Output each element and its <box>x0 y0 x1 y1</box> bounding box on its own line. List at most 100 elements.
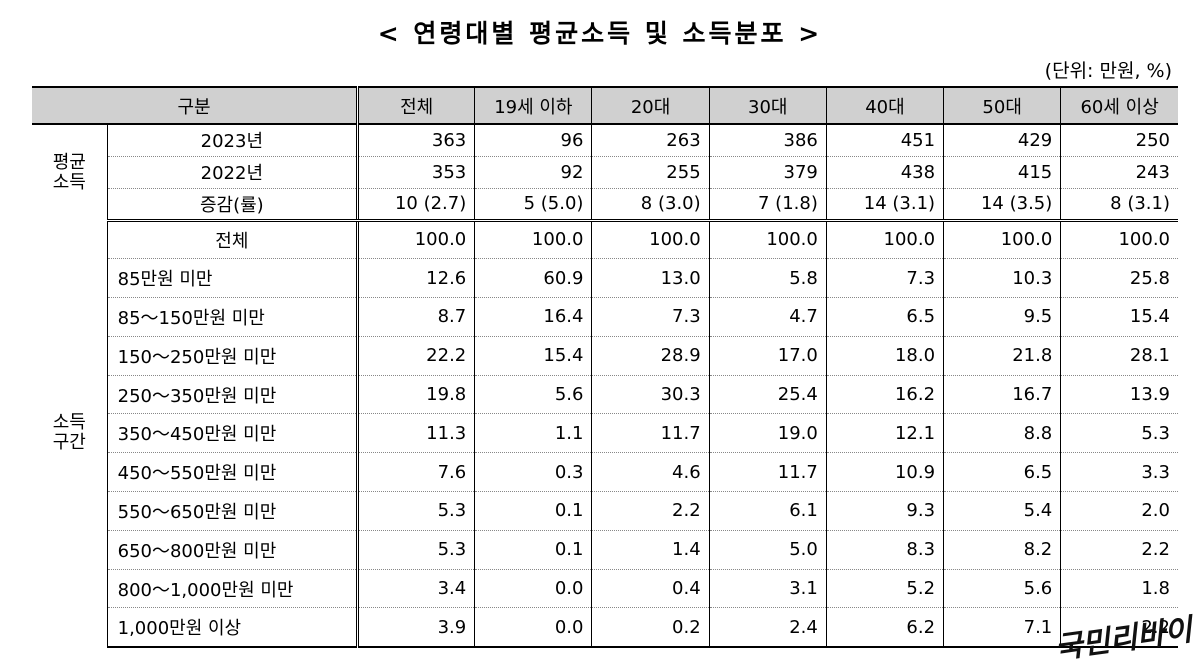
table-cell: 2.2 <box>591 491 710 531</box>
section-label-income: 평균 소득 <box>32 124 107 220</box>
table-cell: 19.8 <box>356 375 475 415</box>
table-cell: 451 <box>825 124 944 157</box>
table-cell: 22.2 <box>356 336 475 376</box>
distribution-section: 소득 구간 전체 100.0 100.0 100.0 100.0 100.0 100.0 100.… <box>32 220 1178 648</box>
table-cell: 100.0 <box>825 220 944 260</box>
table-cell: 10 (2.7) <box>356 188 475 222</box>
table-cell: 7.3 <box>591 297 710 337</box>
section-label-distribution-text: 소득 <box>52 412 86 434</box>
table-cell: 5.2 <box>825 569 944 609</box>
table-cell: 6.5 <box>825 297 944 337</box>
table-cell: 30.3 <box>591 375 710 415</box>
table-cell: 4.6 <box>591 452 710 493</box>
page-title: < 연령대별 평균소득 및 소득분포 > <box>377 19 823 48</box>
table-cell: 5.3 <box>356 530 475 570</box>
table-cell: 438 <box>825 156 944 189</box>
row-label: 550～650만원 미만 <box>106 491 358 531</box>
section-label-income-text: 평균 <box>52 151 86 173</box>
header-col-20s: 20대 <box>591 86 710 125</box>
table-cell: 17.0 <box>708 336 827 376</box>
row-label: 전체 <box>106 220 358 260</box>
table-cell: 1.8 <box>1060 569 1178 609</box>
table-cell: 4.7 <box>708 297 827 337</box>
table-cell: 28.9 <box>591 336 710 376</box>
table-cell: 100.0 <box>591 220 710 260</box>
table-cell: 3.4 <box>356 569 475 609</box>
table-row: 250～350만원 미만 19.8 5.6 30.3 25.4 16.2 16.7 13.9 <box>32 375 1178 415</box>
table-cell: 2.4 <box>708 607 827 648</box>
table-cell: 2.2 <box>1060 607 1178 648</box>
table-cell: 14 (3.5) <box>943 188 1061 222</box>
table-cell: 2.2 <box>1060 530 1178 570</box>
table-cell: 10.3 <box>943 258 1061 299</box>
table-cell: 8.3 <box>825 530 944 570</box>
table-cell: 263 <box>591 124 710 157</box>
row-label: 450～550만원 미만 <box>106 452 358 493</box>
table-cell: 13.0 <box>591 258 710 299</box>
table-cell: 60.9 <box>474 258 592 299</box>
table-cell: 3.1 <box>708 569 827 609</box>
table-cell: 11.7 <box>591 413 710 454</box>
table-cell: 386 <box>708 124 827 157</box>
table-cell: 28.1 <box>1060 336 1178 376</box>
table-cell: 0.0 <box>474 607 592 648</box>
header-row: 구분 전체 19세 이하 20대 30대 40대 50대 60세 이상 <box>32 86 1178 125</box>
section-label-distribution-text: 구간 <box>52 432 86 454</box>
table-row: 85～150만원 미만 8.7 16.4 7.3 4.7 6.5 9.5 15.4 <box>32 297 1178 337</box>
table-cell: 15.4 <box>1060 297 1178 337</box>
table-cell: 7.3 <box>825 258 944 299</box>
row-label: 150～250만원 미만 <box>106 336 358 376</box>
table-cell: 0.2 <box>591 607 710 648</box>
table-cell: 9.5 <box>943 297 1061 337</box>
table-row: 1,000만원 이상 3.9 0.0 0.2 2.4 6.2 7.1 2.2 <box>32 607 1178 648</box>
table-cell: 250 <box>1060 124 1178 157</box>
table-cell: 8.2 <box>943 530 1061 570</box>
row-label: 650～800만원 미만 <box>106 530 358 570</box>
table-cell: 0.1 <box>474 491 592 531</box>
table-row: 450～550만원 미만 7.6 0.3 4.6 11.7 10.9 6.5 3.3 <box>32 452 1178 493</box>
table-cell: 15.4 <box>474 336 592 376</box>
table-cell: 415 <box>943 156 1061 189</box>
table-cell: 7.6 <box>356 452 475 493</box>
table-cell: 3.3 <box>1060 452 1178 493</box>
table-row: 증감(률) 10 (2.7) 5 (5.0) 8 (3.0) 7 (1.8) 14 (3.… <box>32 188 1178 222</box>
header-col-60plus: 60세 이상 <box>1060 86 1178 125</box>
table-cell: 1.1 <box>474 413 592 454</box>
table-cell: 0.1 <box>474 530 592 570</box>
table-cell: 2.0 <box>1060 491 1178 531</box>
table-cell: 21.8 <box>943 336 1061 376</box>
table-cell: 8 (3.1) <box>1060 188 1178 222</box>
row-label: 1,000만원 이상 <box>106 607 358 648</box>
table-cell: 100.0 <box>943 220 1061 260</box>
table-cell: 243 <box>1060 156 1178 189</box>
table-row: 85만원 미만 12.6 60.9 13.0 5.8 7.3 10.3 25.8 <box>32 258 1178 299</box>
table-row: 550～650만원 미만 5.3 0.1 2.2 6.1 9.3 5.4 2.0 <box>32 491 1178 531</box>
table-cell: 9.3 <box>825 491 944 531</box>
table-cell: 7 (1.8) <box>708 188 827 222</box>
table-cell: 0.0 <box>474 569 592 609</box>
row-label: 85～150만원 미만 <box>106 297 358 337</box>
row-label: 800～1,000만원 미만 <box>106 569 358 609</box>
table-cell: 6.2 <box>825 607 944 648</box>
table-row: 2022년 353 92 255 379 438 415 243 <box>32 156 1178 189</box>
table-cell: 8.8 <box>943 413 1061 454</box>
row-label: 증감(률) <box>106 188 358 222</box>
header-col-40s: 40대 <box>825 86 944 125</box>
table-cell: 5.8 <box>708 258 827 299</box>
table-cell: 1.4 <box>591 530 710 570</box>
table-cell: 8.7 <box>356 297 475 337</box>
table-row: 650～800만원 미만 5.3 0.1 1.4 5.0 8.3 8.2 2.2 <box>32 530 1178 570</box>
table-cell: 16.2 <box>825 375 944 415</box>
table-cell: 0.4 <box>591 569 710 609</box>
section-label-income-text: 소득 <box>52 171 86 193</box>
table-cell: 255 <box>591 156 710 189</box>
row-label: 350～450만원 미만 <box>106 413 358 454</box>
header-col-under19: 19세 이하 <box>474 86 592 125</box>
header-col-50s: 50대 <box>943 86 1061 125</box>
table-cell: 5.4 <box>943 491 1061 531</box>
table-row: 평균 소득 2023년 363 96 263 386 451 429 250 <box>32 124 1178 192</box>
table-cell: 8 (3.0) <box>591 188 710 222</box>
table-cell: 16.4 <box>474 297 592 337</box>
table-cell: 11.7 <box>708 452 827 493</box>
table-cell: 5.6 <box>943 569 1061 609</box>
